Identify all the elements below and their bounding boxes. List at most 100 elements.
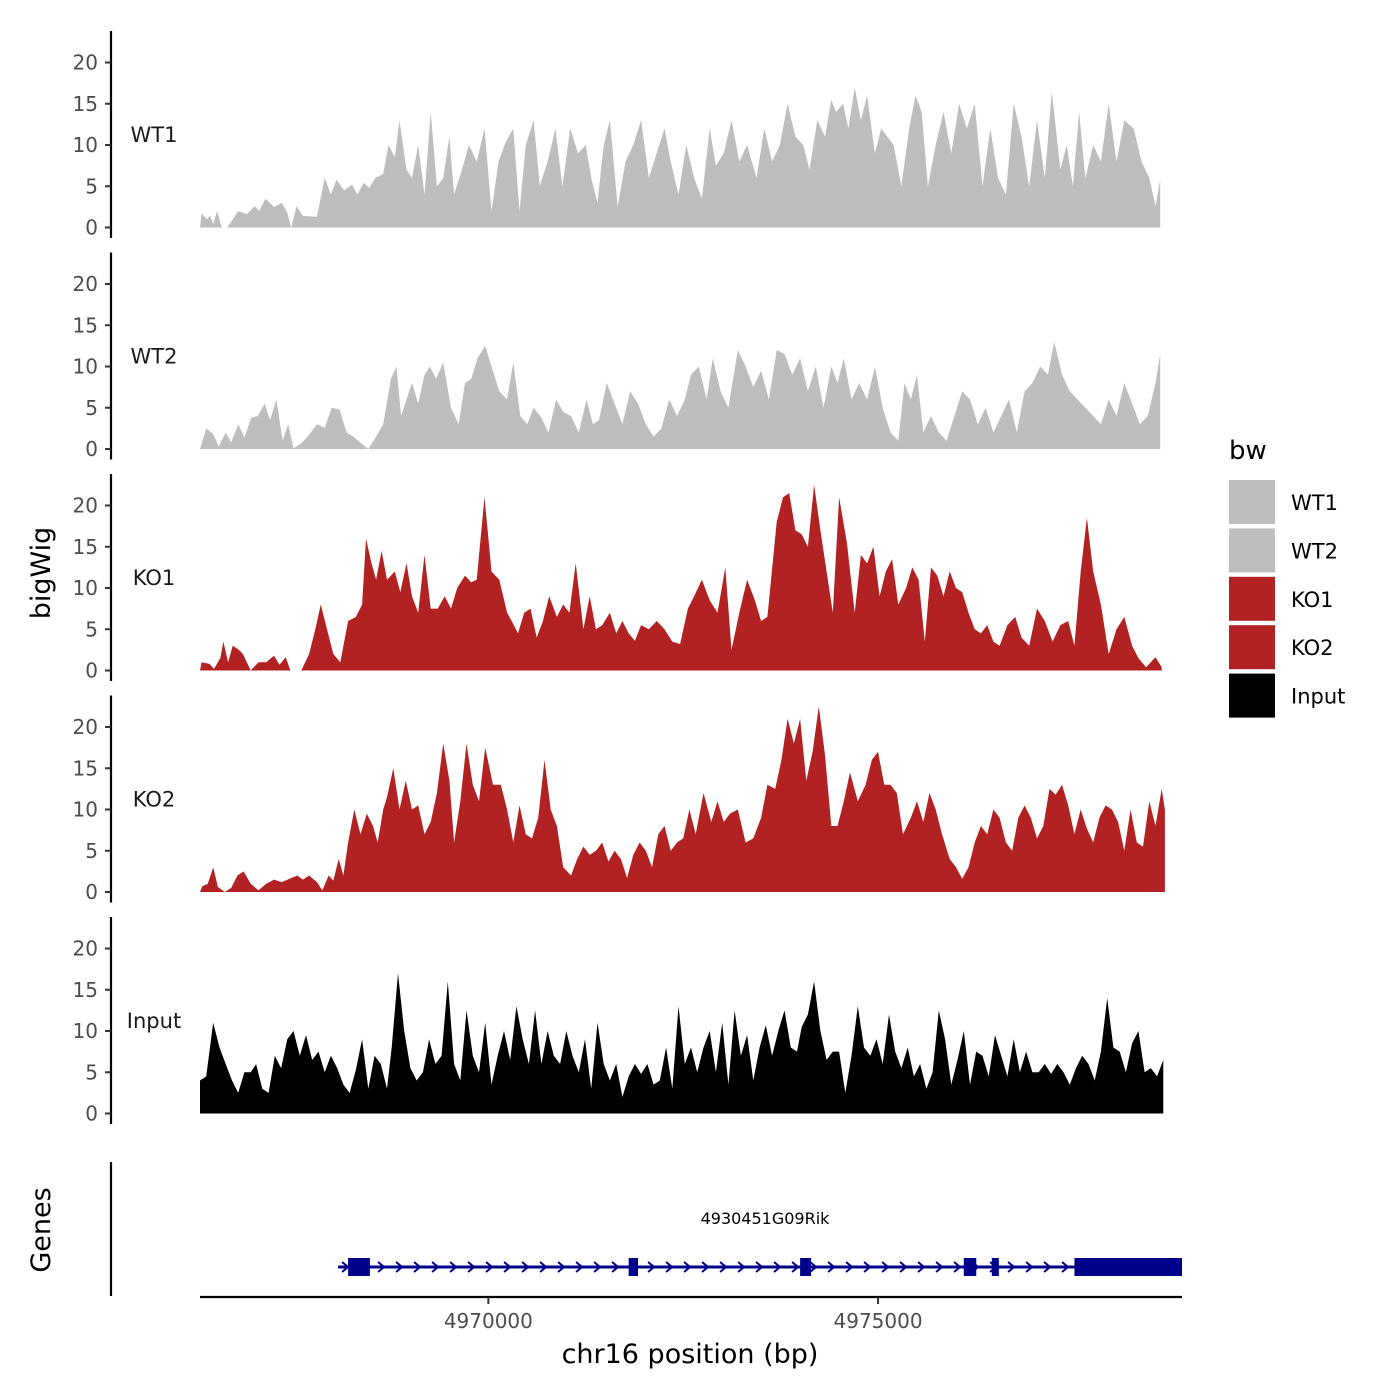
strand-arrow bbox=[665, 1261, 674, 1273]
y-tick-label: 20 bbox=[73, 272, 98, 296]
y-axes: 0 5 10 15 20 0 5 10 15 20 0 5 10 15 20 0 5 10 15 20 0 5 10 15 20 bbox=[73, 31, 113, 1126]
strand-arrow bbox=[575, 1261, 584, 1273]
strand-arrow bbox=[539, 1261, 548, 1273]
x-tick-label: 4975000 bbox=[834, 1309, 923, 1333]
y-tick-label: 5 bbox=[85, 396, 98, 420]
strand-arrow bbox=[1043, 1261, 1052, 1273]
y-tick-label: 10 bbox=[73, 1019, 98, 1043]
strand-arrow bbox=[593, 1261, 602, 1273]
gene-label: 4930451G09Rik bbox=[701, 1209, 831, 1228]
strand-arrow bbox=[413, 1261, 422, 1273]
coverage-area-ko1 bbox=[200, 484, 1162, 671]
y-axis-title: bigWig bbox=[26, 527, 57, 620]
coverage-area-input bbox=[200, 973, 1164, 1114]
strand-arrow bbox=[845, 1261, 854, 1273]
strand-arrow bbox=[863, 1261, 872, 1273]
strand-arrow bbox=[611, 1261, 620, 1273]
strand-arrow bbox=[449, 1261, 458, 1273]
y-tick-label: 5 bbox=[85, 617, 98, 641]
y-tick-label: 5 bbox=[85, 1060, 98, 1084]
genes-panel: Genes 4930451G09Rik bbox=[26, 1162, 1182, 1296]
track-label-input: Input bbox=[127, 1009, 181, 1033]
gene-model bbox=[338, 1258, 1182, 1276]
strand-arrow bbox=[467, 1261, 476, 1273]
strand-arrow bbox=[683, 1261, 692, 1273]
y-tick-label: 0 bbox=[85, 659, 98, 683]
strand-arrow bbox=[701, 1261, 710, 1273]
track-label-ko2: KO2 bbox=[133, 788, 176, 812]
strand-arrow bbox=[881, 1261, 890, 1273]
x-axis: 4970000 4975000 chr16 position (bp) bbox=[200, 1295, 1182, 1370]
legend-key-ko1 bbox=[1229, 576, 1275, 621]
legend-items: WT1 WT2 KO1 KO2 Input bbox=[1229, 480, 1345, 718]
strand-arrow bbox=[953, 1261, 962, 1273]
strand-arrow bbox=[935, 1261, 944, 1273]
y-tick-label: 20 bbox=[73, 715, 98, 739]
legend-label-ko1: KO1 bbox=[1291, 588, 1334, 612]
coverage-area-wt1 bbox=[200, 87, 1161, 228]
x-tick-label: 4970000 bbox=[444, 1309, 533, 1333]
strand-arrow bbox=[719, 1261, 728, 1273]
legend-label-wt1: WT1 bbox=[1291, 491, 1338, 515]
strand-arrow bbox=[485, 1261, 494, 1273]
x-axis-title: chr16 position (bp) bbox=[562, 1339, 819, 1370]
legend-title: bw bbox=[1229, 436, 1267, 466]
strand-arrow bbox=[341, 1261, 350, 1273]
y-tick-label: 10 bbox=[73, 576, 98, 600]
y-tick-label: 0 bbox=[85, 437, 98, 461]
track-labels: WT1 WT2 KO1 KO2 Input bbox=[127, 123, 181, 1033]
coverage-area-ko2 bbox=[200, 706, 1165, 892]
legend-key-wt1 bbox=[1229, 480, 1275, 524]
legend-label-wt2: WT2 bbox=[1291, 539, 1338, 563]
strand-arrow bbox=[791, 1261, 800, 1273]
gene-exon bbox=[1074, 1258, 1182, 1276]
y-tick-label: 5 bbox=[85, 839, 98, 863]
x-ticks: 4970000 4975000 bbox=[444, 1297, 923, 1333]
strand-arrow bbox=[557, 1261, 566, 1273]
strand-arrow bbox=[773, 1261, 782, 1273]
y-tick-label: 0 bbox=[85, 880, 98, 904]
track-label-wt1: WT1 bbox=[131, 123, 178, 147]
y-tick-label: 10 bbox=[73, 798, 98, 822]
gene-exon bbox=[800, 1258, 812, 1276]
gene-exon bbox=[348, 1258, 370, 1276]
y-tick-label: 15 bbox=[73, 535, 98, 559]
legend-key-ko2 bbox=[1229, 625, 1275, 670]
y-tick-label: 15 bbox=[73, 978, 98, 1002]
y-tick-label: 15 bbox=[73, 756, 98, 780]
legend-key-wt2 bbox=[1229, 528, 1275, 573]
strand-arrow bbox=[377, 1261, 386, 1273]
y-tick-label: 0 bbox=[85, 216, 98, 240]
strand-arrow bbox=[1061, 1261, 1070, 1273]
gene-exon bbox=[628, 1258, 639, 1276]
y-tick-label: 20 bbox=[73, 494, 98, 518]
legend-label-input: Input bbox=[1291, 685, 1345, 709]
strand-arrow bbox=[503, 1261, 512, 1273]
track-label-wt2: WT2 bbox=[131, 345, 178, 369]
strand-arrow bbox=[737, 1261, 746, 1273]
gene-exon bbox=[991, 1258, 999, 1276]
strand-arrow bbox=[647, 1261, 656, 1273]
strand-arrow bbox=[1007, 1261, 1016, 1273]
coverage-tracks bbox=[200, 87, 1165, 1114]
y-tick-label: 0 bbox=[85, 1102, 98, 1126]
y-tick-label: 5 bbox=[85, 174, 98, 198]
strand-arrow bbox=[809, 1261, 818, 1273]
strand-arrow bbox=[431, 1261, 440, 1273]
legend-label-ko2: KO2 bbox=[1291, 636, 1334, 660]
y-tick-label: 20 bbox=[73, 937, 98, 961]
strand-arrow bbox=[899, 1261, 908, 1273]
y-tick-label: 10 bbox=[73, 355, 98, 379]
genes-axis-title: Genes bbox=[26, 1187, 57, 1272]
y-tick-label: 15 bbox=[73, 92, 98, 116]
coverage-area-wt2 bbox=[200, 341, 1161, 449]
strand-arrow bbox=[755, 1261, 764, 1273]
y-tick-label: 15 bbox=[73, 313, 98, 337]
strand-arrow bbox=[395, 1261, 404, 1273]
strand-arrow bbox=[521, 1261, 530, 1273]
y-tick-label: 20 bbox=[73, 51, 98, 75]
legend: bw WT1 WT2 KO1 KO2 Input bbox=[1229, 436, 1345, 718]
strand-arrow bbox=[827, 1261, 836, 1273]
legend-key-input bbox=[1229, 673, 1275, 718]
